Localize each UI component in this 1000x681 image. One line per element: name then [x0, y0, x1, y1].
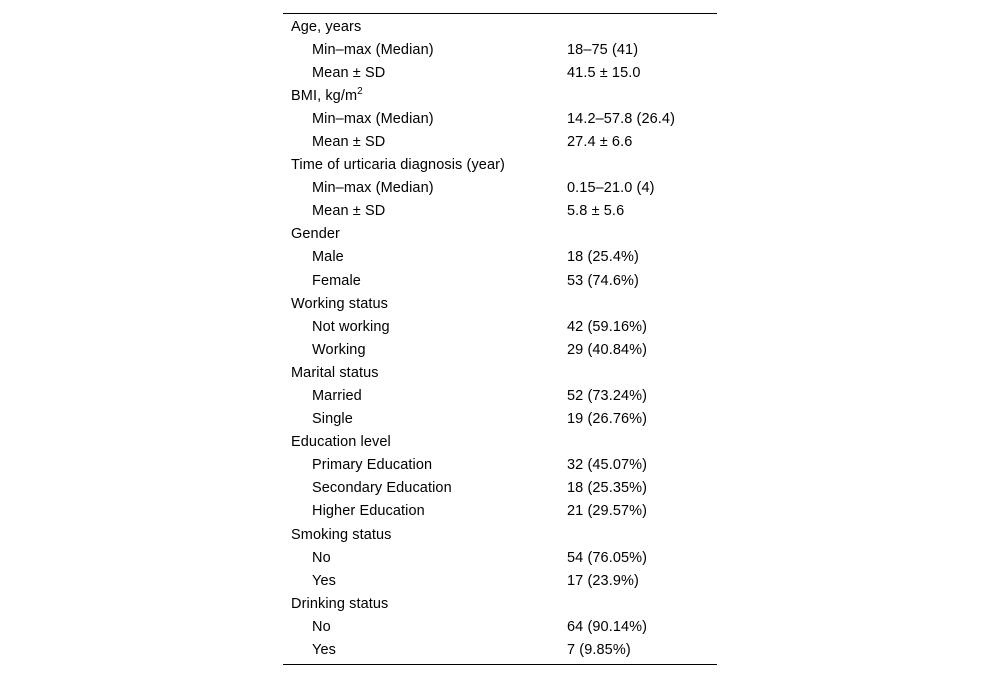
row-label: Yes — [312, 572, 336, 589]
table-row: Min–max (Median) 14.2–57.8 (26.4) — [283, 108, 717, 131]
row-value — [567, 524, 717, 547]
row-value — [567, 593, 717, 616]
table-row: Yes 17 (23.9%) — [283, 570, 717, 593]
row-value: 41.5 ± 15.0 — [567, 64, 641, 81]
row-label: Min–max (Median) — [312, 41, 434, 58]
row-label: Time of urticaria diagnosis (year) — [291, 157, 505, 174]
row-value: 27.4 ± 6.6 — [567, 133, 633, 150]
table-row: Primary Education 32 (45.07%) — [283, 454, 717, 477]
row-label: Single — [312, 411, 353, 428]
table-row: Secondary Education 18 (25.35%) — [283, 477, 717, 500]
table-row: Single 19 (26.76%) — [283, 408, 717, 431]
row-label: Age, years — [291, 18, 362, 35]
row-value: 52 (73.24%) — [567, 388, 648, 404]
row-label: Male — [312, 249, 344, 266]
row-label: Working — [312, 341, 366, 358]
table-row: Not working 42 (59.16%) — [283, 316, 717, 339]
table-row: Min–max (Median) 0.15–21.0 (4) — [283, 177, 717, 200]
row-value: 14.2–57.8 (26.4) — [567, 110, 676, 127]
row-value — [567, 362, 717, 385]
row-label: Education level — [291, 434, 391, 451]
row-label: No — [312, 549, 331, 566]
table-row: Gender — [283, 223, 717, 246]
row-label-superscript: 2 — [357, 85, 363, 97]
row-value — [567, 154, 717, 177]
row-label: Gender — [291, 226, 340, 243]
demographics-table: Age, years Min–max (Median) 18–75 (41) Mean… — [283, 13, 717, 666]
row-label: Drinking status — [291, 595, 389, 612]
row-value: 0.15–21.0 (4) — [567, 180, 655, 197]
table-row: Yes 7 (9.85%) — [283, 639, 717, 662]
table-row: No 64 (90.14%) — [283, 616, 717, 639]
row-label: Smoking status — [291, 526, 392, 543]
row-label: Female — [312, 272, 361, 289]
row-label: Higher Education — [312, 503, 425, 520]
row-value: 54 (76.05%) — [567, 549, 648, 566]
row-label: No — [312, 618, 331, 635]
table-row: Working 29 (40.84%) — [283, 339, 717, 362]
row-label: Mean ± SD — [312, 203, 386, 220]
table-row: Higher Education 21 (29.57%) — [283, 500, 717, 523]
row-value: 32 (45.07%) — [567, 457, 648, 474]
row-value: 53 (74.6%) — [567, 272, 639, 289]
table-row: Female 53 (74.6%) — [283, 270, 717, 293]
table-row: Education level — [283, 431, 717, 454]
row-label: Min–max (Median) — [312, 110, 434, 127]
row-value: 7 (9.85%) — [567, 642, 631, 659]
table-row: Smoking status — [283, 524, 717, 547]
row-value: 17 (23.9%) — [567, 572, 639, 589]
row-value — [567, 431, 717, 454]
row-value: 5.8 ± 5.6 — [567, 203, 625, 220]
table-row: Mean ± SD 41.5 ± 15.0 — [283, 62, 717, 85]
row-value: 29 (40.84%) — [567, 341, 648, 358]
row-label: BMI, kg/m2 — [291, 85, 363, 104]
row-value — [567, 16, 717, 39]
row-value: 18 (25.4%) — [567, 249, 639, 266]
row-label: Not working — [312, 318, 390, 335]
table-row: Mean ± SD 27.4 ± 6.6 — [283, 131, 717, 154]
row-label: Working status — [291, 295, 389, 312]
row-value: 18 (25.35%) — [567, 480, 648, 497]
table-row: Marital status — [283, 362, 717, 385]
row-label: Mean ± SD — [312, 64, 386, 81]
row-value: 18–75 (41) — [567, 41, 639, 58]
row-label: Secondary Education — [312, 480, 452, 497]
table-row: Drinking status — [283, 593, 717, 616]
row-label: Yes — [312, 642, 336, 659]
table-row: Working status — [283, 293, 717, 316]
row-label: Mean ± SD — [312, 133, 386, 150]
table-row: Married 52 (73.24%) — [283, 385, 717, 408]
table-row: Age, years — [283, 16, 717, 39]
row-label: Primary Education — [312, 457, 433, 474]
row-value — [567, 223, 717, 246]
row-value: 42 (59.16%) — [567, 318, 648, 335]
table-row: Min–max (Median) 18–75 (41) — [283, 39, 717, 62]
row-label: Marital status — [291, 364, 379, 381]
table-body: Age, years Min–max (Median) 18–75 (41) Mean… — [283, 16, 717, 663]
table-row: Time of urticaria diagnosis (year) — [283, 154, 717, 177]
table-row: BMI, kg/m2 — [283, 85, 717, 108]
table-row: No 54 (76.05%) — [283, 547, 717, 570]
row-value: 19 (26.76%) — [567, 411, 648, 428]
row-value: 21 (29.57%) — [567, 503, 648, 520]
row-value — [567, 293, 717, 316]
row-label: Min–max (Median) — [312, 180, 434, 197]
table-row: Mean ± SD 5.8 ± 5.6 — [283, 200, 717, 223]
row-label: Married — [312, 388, 362, 404]
table-row: Male 18 (25.4%) — [283, 246, 717, 269]
row-value — [567, 85, 717, 108]
row-value: 64 (90.14%) — [567, 618, 648, 635]
